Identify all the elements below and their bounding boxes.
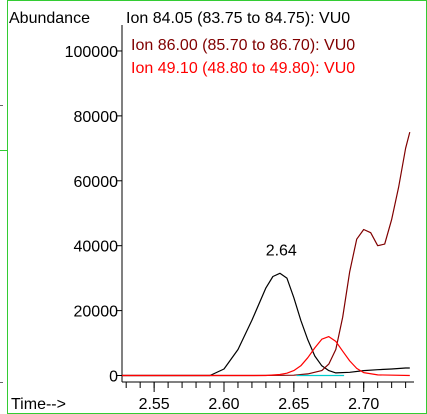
series-line [122, 272, 410, 377]
y-tick-label: 100000 [65, 44, 118, 61]
left-edge-green-mark [0, 150, 8, 151]
y-tick-label: 20000 [74, 304, 119, 321]
left-edge-mark [0, 382, 3, 383]
y-tick-label: 40000 [74, 239, 119, 256]
peak-label: 2.64 [266, 243, 297, 260]
y-tick-label: 0 [109, 369, 118, 386]
series-line [122, 336, 410, 377]
x-tick-label: 2.70 [348, 396, 379, 413]
legend-entry: Ion 84.05 (83.75 to 84.75): VU0 [126, 10, 350, 27]
x-tick-label: 2.55 [139, 396, 170, 413]
x-tick-label: 2.65 [278, 396, 309, 413]
left-edge-mark [0, 105, 3, 106]
legend-entry: Ion 86.00 (85.70 to 86.70): VU0 [131, 37, 355, 54]
series-line [122, 131, 411, 377]
x-axis-title: Time--> [11, 396, 66, 413]
chart-frame [7, 0, 427, 414]
legend-entry: Ion 49.10 (48.80 to 49.80): VU0 [131, 60, 355, 77]
x-tick-label: 2.60 [208, 396, 239, 413]
y-axis-title: Abundance [9, 10, 90, 27]
plot-area: 0 20000 40000 60000 80000 100000 2.55 2.60 2.65 2… [65, 10, 414, 413]
y-tick-label: 60000 [74, 174, 119, 191]
y-tick-label: 80000 [74, 109, 119, 126]
